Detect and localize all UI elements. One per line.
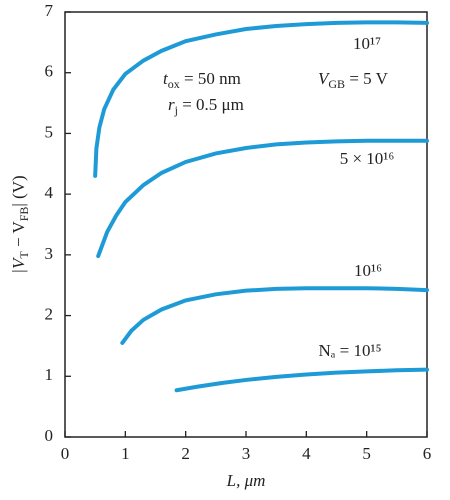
- y-tick-label: 1: [45, 365, 54, 384]
- annotation-part: GB: [328, 77, 345, 91]
- series-line: [96, 138, 429, 259]
- y-axis-label-part: FB: [17, 207, 31, 222]
- series-label: 10¹⁷: [353, 34, 381, 53]
- y-tick-label: 2: [45, 304, 54, 323]
- x-tick-label: 5: [362, 444, 371, 463]
- annotation: tox = 50 nm: [163, 69, 241, 91]
- x-tick-label: 4: [302, 444, 311, 463]
- y-tick-label: 3: [45, 244, 54, 263]
- y-tick-label: 5: [45, 122, 54, 141]
- y-axis-label-part: | (V): [9, 175, 28, 206]
- x-tick-label: 3: [242, 444, 251, 463]
- y-tick-label: 7: [45, 1, 54, 20]
- y-tick-label: 4: [45, 183, 54, 202]
- y-axis-label: |VT − VFB| (V): [9, 175, 31, 273]
- series-label: 5 × 10¹⁶: [340, 149, 395, 168]
- y-axis-label-part: |V: [9, 256, 28, 274]
- annotation-part: r: [168, 95, 175, 114]
- x-tick-label: 0: [61, 444, 70, 463]
- x-tick-label: 6: [423, 444, 432, 463]
- series-label: Nₐ = 10¹⁵: [318, 341, 381, 360]
- annotation-part: t: [163, 69, 169, 88]
- y-axis-label-part: − V: [9, 221, 28, 252]
- y-axis-label-part: T: [17, 251, 31, 259]
- series-line: [93, 20, 429, 178]
- annotation-part: j: [174, 103, 178, 117]
- annotation-part: V: [318, 69, 331, 88]
- series-line: [174, 367, 429, 393]
- annotation-part: = 5 V: [345, 69, 389, 88]
- x-tick-label: 2: [181, 444, 190, 463]
- annotation: VGB = 5 V: [318, 69, 389, 91]
- x-tick-label: 1: [121, 444, 130, 463]
- x-axis-label: L, μm: [226, 471, 266, 490]
- annotation: rj = 0.5 μm: [168, 95, 244, 117]
- annotation-part: = 0.5 μm: [178, 95, 244, 114]
- annotation-part: = 50 nm: [180, 69, 241, 88]
- annotation-part: ox: [168, 77, 180, 91]
- y-tick-label: 0: [45, 426, 54, 445]
- series-label: 10¹⁶: [354, 261, 382, 280]
- series-line: [120, 286, 429, 345]
- y-tick-label: 6: [45, 62, 54, 81]
